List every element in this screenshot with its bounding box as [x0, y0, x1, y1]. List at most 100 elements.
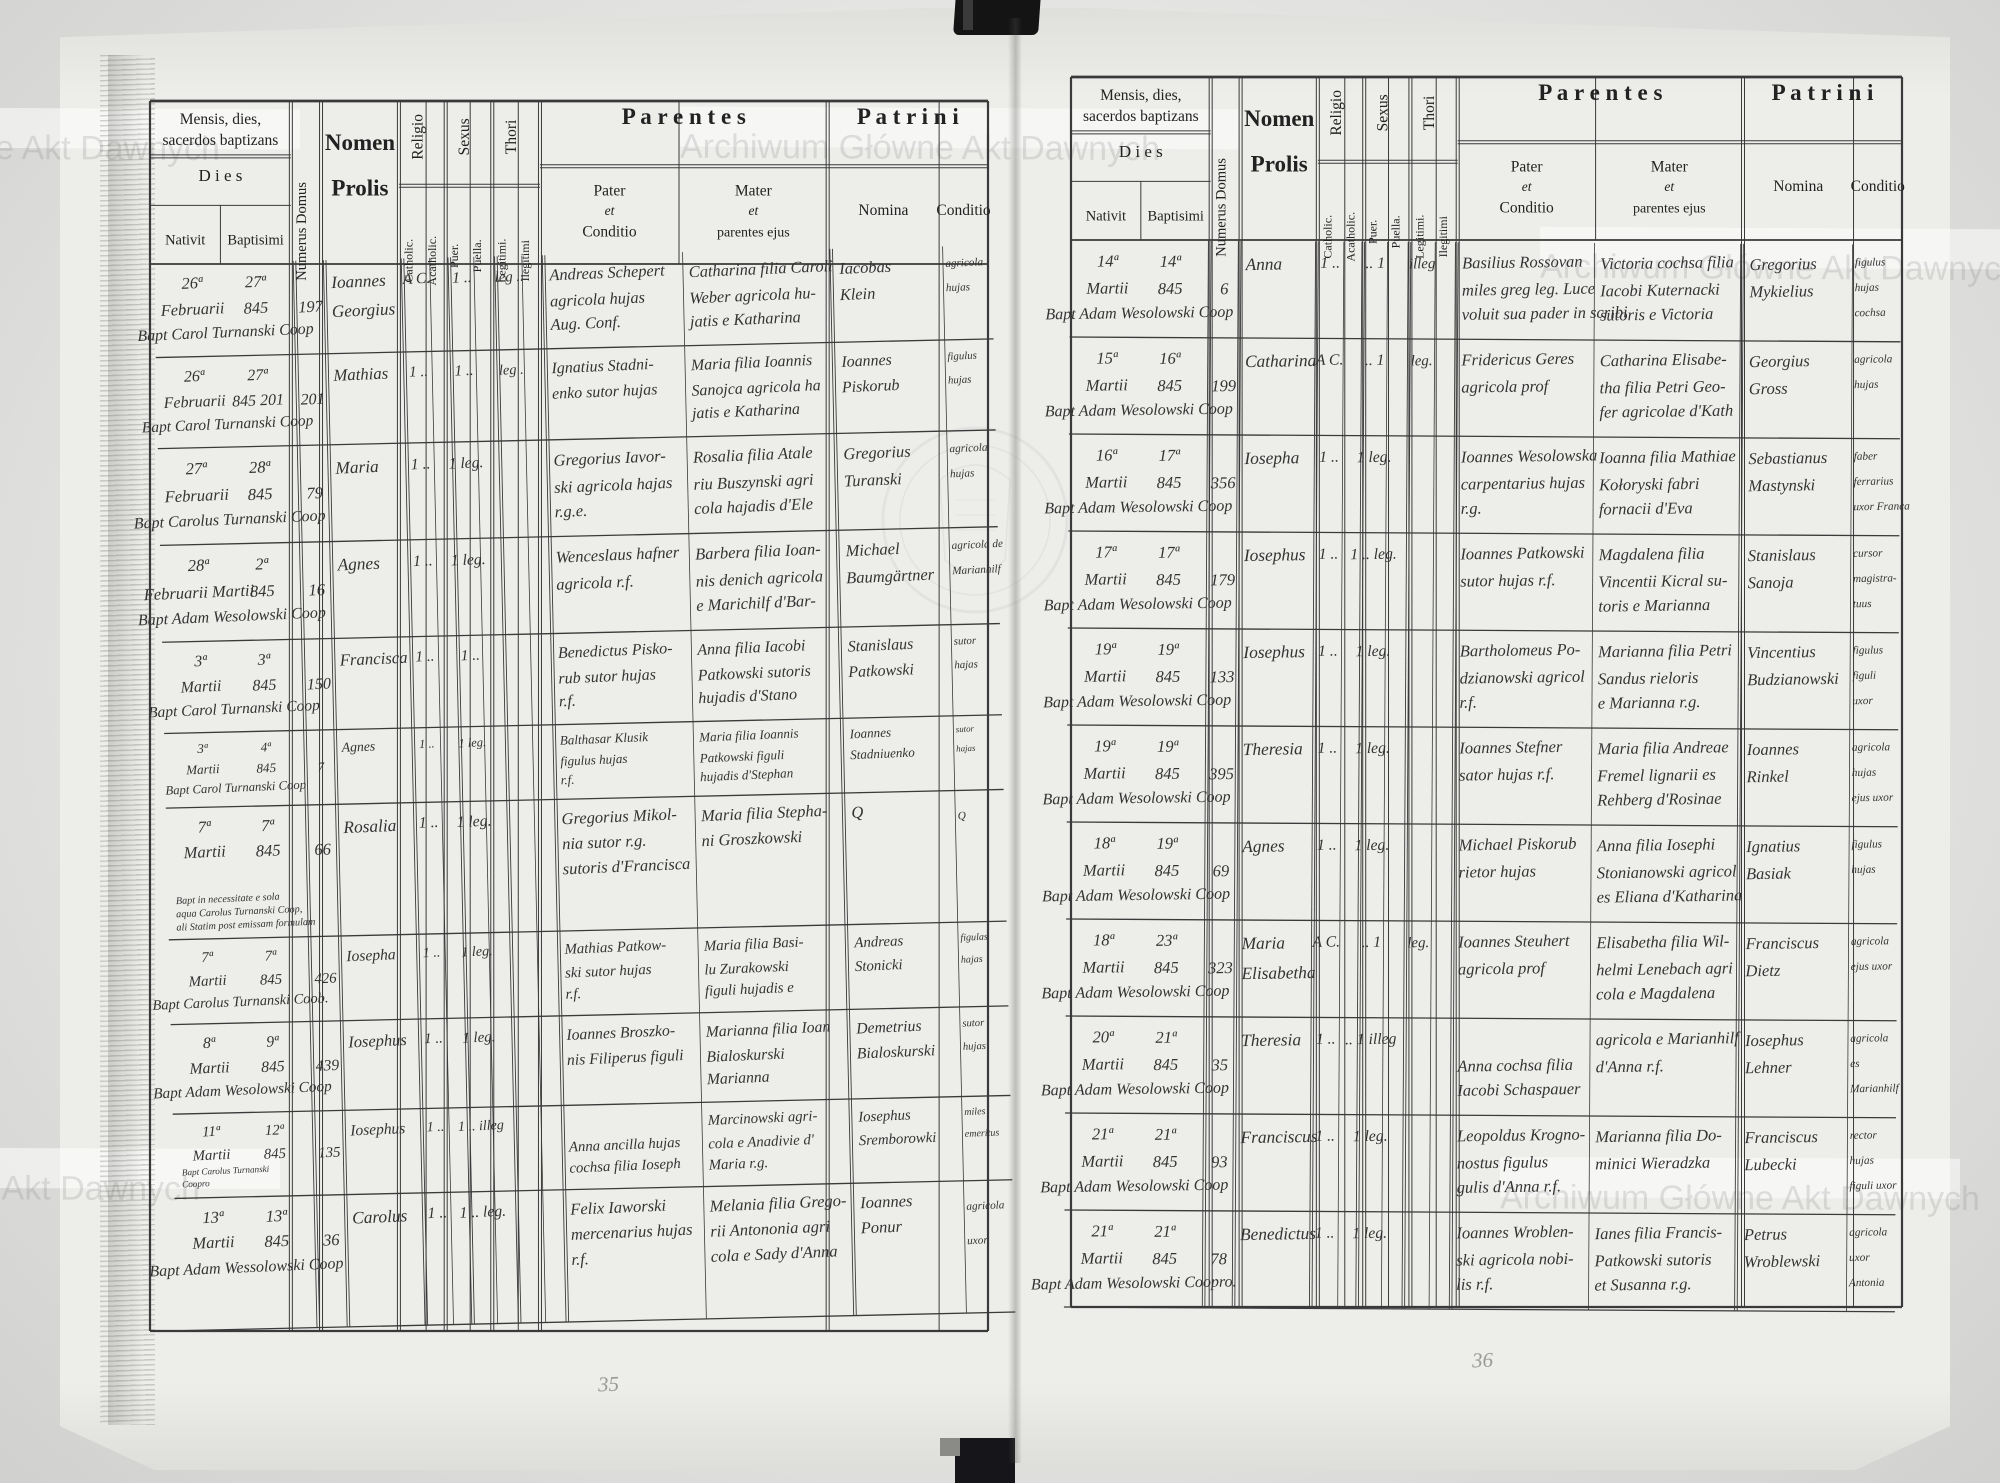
- svg-text:Numerus Domus: Numerus Domus: [294, 182, 310, 281]
- svg-text:1 ..: 1 ..: [1318, 643, 1338, 660]
- svg-text:r.f.: r.f.: [559, 693, 577, 711]
- svg-text:8ª: 8ª: [203, 1035, 217, 1053]
- svg-text:845: 845: [1155, 764, 1180, 783]
- svg-text:figuli uxor: figuli uxor: [1849, 1180, 1897, 1193]
- svg-text:Ioannes: Ioannes: [859, 1191, 913, 1212]
- svg-text:Religio: Religio: [409, 114, 426, 160]
- svg-text:356: 356: [1210, 473, 1237, 492]
- svg-text:Benedictus: Benedictus: [1240, 1224, 1316, 1244]
- svg-text:133: 133: [1210, 667, 1235, 686]
- svg-text:jatis e Katharina: jatis e Katharina: [690, 401, 801, 423]
- svg-text:Stadniuenko: Stadniuenko: [850, 744, 916, 762]
- svg-text:1 leg.: 1 leg.: [1354, 837, 1389, 855]
- svg-text:16ª: 16ª: [1159, 349, 1182, 368]
- svg-text:Martii: Martii: [1085, 375, 1129, 395]
- svg-text:Maria filia Andreae: Maria filia Andreae: [1596, 737, 1728, 758]
- svg-text:Coopro: Coopro: [182, 1178, 210, 1189]
- svg-text:Puer.: Puer.: [447, 244, 461, 268]
- svg-text:Iacobas: Iacobas: [838, 257, 892, 278]
- svg-text:Martii: Martii: [179, 678, 221, 697]
- svg-text:Franciscus: Franciscus: [1744, 933, 1819, 953]
- svg-text:emeritus: emeritus: [965, 1127, 1000, 1139]
- svg-text:Acatholic.: Acatholic.: [1344, 212, 1358, 262]
- svg-text:parentes ejus: parentes ejus: [1633, 201, 1706, 216]
- svg-text:Iacobi Kuternacki: Iacobi Kuternacki: [1599, 280, 1720, 301]
- svg-text:e Marichilf d'Bar-: e Marichilf d'Bar-: [696, 591, 816, 615]
- svg-text:uxor: uxor: [967, 1234, 989, 1247]
- svg-text:Bapt Adam Wesolowski Coop: Bapt Adam Wesolowski Coop: [1045, 304, 1233, 324]
- svg-text:figuli hujadis e: figuli hujadis e: [705, 980, 795, 1000]
- svg-text:Nativit: Nativit: [1086, 208, 1126, 224]
- svg-text:Pater: Pater: [594, 183, 627, 200]
- svg-text:Sebastianus: Sebastianus: [1748, 448, 1827, 468]
- svg-text:A C.: A C.: [1311, 933, 1340, 950]
- svg-text:26ª: 26ª: [181, 273, 204, 293]
- svg-text:Stanislaus: Stanislaus: [847, 636, 913, 656]
- svg-text:Marianhilf: Marianhilf: [1849, 1083, 1901, 1096]
- svg-text:19ª: 19ª: [1157, 640, 1180, 659]
- svg-text:P a t r i n i: P a t r i n i: [1772, 80, 1874, 105]
- svg-text:cola e Sady d'Anna: cola e Sady d'Anna: [710, 1241, 838, 1265]
- svg-text:845 201: 845 201: [232, 391, 284, 410]
- svg-text:1 ..: 1 ..: [410, 455, 430, 473]
- svg-text:6: 6: [1220, 279, 1229, 298]
- svg-text:845: 845: [261, 1058, 285, 1076]
- svg-text:4ª: 4ª: [260, 739, 272, 754]
- svg-text:17ª: 17ª: [1158, 543, 1181, 562]
- svg-text:agricola: agricola: [1849, 1226, 1888, 1239]
- svg-text:Stonianowski agricol: Stonianowski agricol: [1597, 861, 1737, 882]
- svg-text:fornacii d'Eva: fornacii d'Eva: [1599, 498, 1693, 518]
- svg-text:Franciscus: Franciscus: [1743, 1127, 1818, 1147]
- svg-text:2ª: 2ª: [255, 554, 270, 574]
- svg-text:leg.: leg.: [1407, 935, 1429, 951]
- svg-text:Patkowski: Patkowski: [847, 661, 914, 681]
- svg-text:845: 845: [1154, 861, 1179, 880]
- svg-text:3ª: 3ª: [256, 651, 272, 669]
- svg-text:Andreas: Andreas: [853, 933, 904, 951]
- svg-text:150: 150: [307, 675, 332, 693]
- svg-text:66: 66: [314, 839, 332, 859]
- svg-text:Bapt Adam Wesolowski Coop: Bapt Adam Wesolowski Coop: [1043, 692, 1231, 712]
- svg-text:Thori: Thori: [1421, 95, 1438, 130]
- svg-text:Martii: Martii: [191, 1147, 230, 1165]
- svg-text:13ª: 13ª: [202, 1207, 225, 1227]
- svg-text:Maria filia Basi-: Maria filia Basi-: [703, 934, 804, 954]
- svg-text:Gregorius Mikol-: Gregorius Mikol-: [561, 804, 677, 828]
- svg-text:Iosepha: Iosepha: [1243, 448, 1299, 468]
- svg-text:Martii: Martii: [187, 973, 227, 991]
- svg-text:19ª: 19ª: [1095, 639, 1118, 658]
- svg-text:19ª: 19ª: [1157, 737, 1180, 756]
- svg-text:Sexus: Sexus: [1374, 94, 1391, 131]
- svg-text:Maria filia Stepha-: Maria filia Stepha-: [700, 801, 828, 825]
- svg-text:23ª: 23ª: [1156, 931, 1179, 950]
- svg-text:21ª: 21ª: [1155, 1125, 1178, 1144]
- svg-text:Anna filia Iosephi: Anna filia Iosephi: [1596, 834, 1716, 855]
- svg-text:Prolis: Prolis: [331, 176, 388, 201]
- svg-text:Februarii: Februarii: [159, 298, 225, 320]
- svg-text:Martii: Martii: [1085, 278, 1129, 298]
- svg-text:Nativit: Nativit: [165, 232, 205, 248]
- svg-text:Bapt Carolus Turnanski Coop: Bapt Carolus Turnanski Coop: [133, 507, 325, 532]
- svg-text:Francisca: Francisca: [338, 648, 408, 670]
- svg-text:Barbera filia Ioan-: Barbera filia Ioan-: [695, 539, 821, 563]
- svg-text:845: 845: [1152, 1249, 1177, 1268]
- svg-text:Mater: Mater: [735, 183, 773, 200]
- svg-text:439: 439: [315, 1057, 339, 1075]
- svg-text:fer agricolae d'Kath: fer agricolae d'Kath: [1599, 401, 1733, 422]
- svg-text:1 ..: 1 ..: [1319, 449, 1339, 466]
- svg-text:Baptisimi: Baptisimi: [1148, 208, 1204, 224]
- svg-text:es Eliana d'Katharina: es Eliana d'Katharina: [1597, 885, 1743, 906]
- svg-text:Iacobi Schaspauer: Iacobi Schaspauer: [1456, 1079, 1581, 1100]
- svg-text:et Susanna r.g.: et Susanna r.g.: [1594, 1274, 1691, 1294]
- svg-text:ferrarius: ferrarius: [1853, 475, 1894, 488]
- svg-text:Iosephus: Iosephus: [349, 1120, 406, 1139]
- svg-text:3ª: 3ª: [193, 653, 209, 671]
- svg-text:Demetrius: Demetrius: [855, 1018, 922, 1038]
- svg-text:1 ..: 1 ..: [1315, 1128, 1335, 1145]
- svg-text:1 ..: 1 ..: [460, 647, 480, 665]
- svg-text:Patkowski sutoris: Patkowski sutoris: [1593, 1250, 1711, 1271]
- svg-text:Baumgärtner: Baumgärtner: [846, 565, 935, 588]
- svg-text:7ª: 7ª: [201, 950, 214, 967]
- svg-text:sator hujas r.f.: sator hujas r.f.: [1459, 764, 1555, 784]
- svg-text:20ª: 20ª: [1092, 1027, 1115, 1046]
